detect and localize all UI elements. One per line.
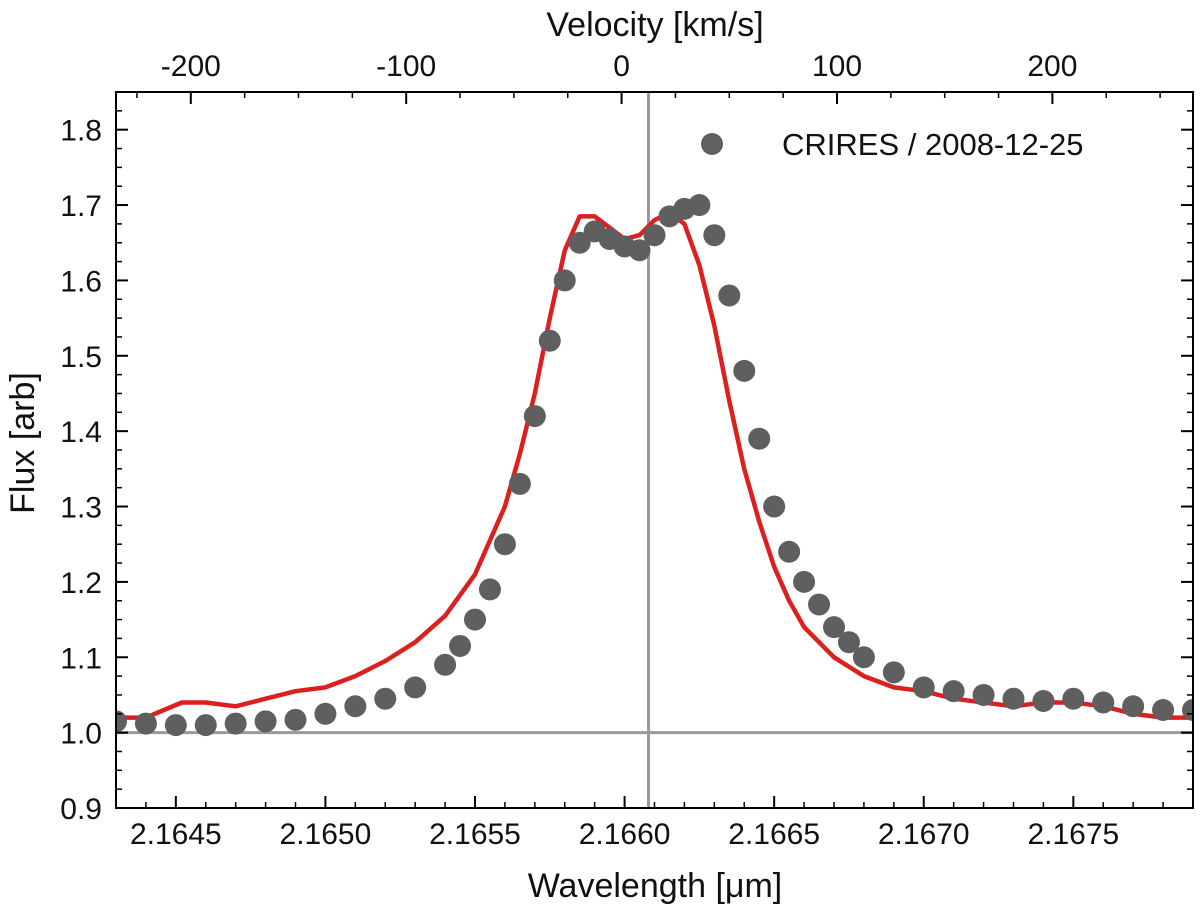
plot-frame: [115, 91, 1194, 809]
data-point: [523, 405, 546, 428]
top-axis-title: Velocity [km/s]: [546, 6, 763, 44]
data-point: [478, 578, 501, 601]
x-tick-label: 2.1650: [280, 818, 372, 851]
x-axis-title: Wavelength [μm]: [528, 867, 783, 905]
model-line-layer: [116, 210, 1193, 720]
top-tick-label: 200: [1027, 50, 1077, 83]
data-point: [882, 661, 905, 684]
top-tick-label: 100: [812, 50, 862, 83]
y-tick-label: 1.7: [60, 190, 102, 223]
model-line: [116, 210, 1193, 720]
data-point: [1182, 699, 1193, 722]
data-point: [748, 427, 771, 450]
data-point: [284, 708, 307, 731]
data-point: [1032, 689, 1055, 712]
data-point: [116, 710, 127, 733]
data-point: [1002, 687, 1025, 710]
data-point: [793, 570, 816, 593]
data-point: [718, 284, 741, 307]
y-tick-label: 1.4: [60, 416, 102, 449]
data-point: [1122, 695, 1145, 718]
y-axis-title: Flux [arb]: [4, 372, 42, 514]
data-point: [942, 680, 965, 703]
x-tick-label: 2.1655: [429, 818, 521, 851]
data-point: [1092, 691, 1115, 714]
reference-lines: [116, 92, 1193, 808]
data-point: [254, 710, 277, 733]
data-point: [1062, 687, 1085, 710]
data-point: [404, 676, 427, 699]
top-tick-label: -200: [161, 50, 221, 83]
data-point: [374, 687, 397, 710]
legend: CRIRES / 2008-12-25: [701, 127, 1084, 162]
data-point: [194, 714, 217, 737]
data-point: [434, 653, 457, 676]
data-point: [164, 714, 187, 737]
data-point: [733, 359, 756, 382]
y-tick-label: 1.3: [60, 492, 102, 525]
data-point: [493, 533, 516, 556]
data-points-layer: [116, 194, 1193, 737]
data-point: [778, 540, 801, 563]
x-tick-label: 2.1660: [579, 818, 671, 851]
data-point: [808, 593, 831, 616]
data-point: [464, 608, 486, 631]
data-point: [344, 695, 367, 718]
data-point: [538, 329, 561, 352]
data-point: [553, 269, 576, 292]
y-tick-label: 1.5: [60, 341, 102, 374]
y-tick-label: 1.1: [60, 642, 102, 675]
data-point: [972, 683, 995, 706]
data-point: [912, 676, 935, 699]
legend-label: CRIRES / 2008-12-25: [782, 127, 1084, 162]
x-tick-label: 2.1670: [878, 818, 970, 851]
y-tick-label: 0.9: [60, 793, 102, 826]
data-point: [224, 712, 247, 735]
x-tick-label: 2.1645: [130, 818, 222, 851]
top-tick-label: -100: [376, 50, 436, 83]
x-tick-label: 2.1675: [1027, 818, 1119, 851]
data-point: [823, 616, 845, 639]
data-point: [852, 646, 875, 669]
data-point: [688, 194, 711, 217]
y-tick-label: 1.0: [60, 718, 102, 751]
data-point: [1152, 699, 1175, 722]
y-tick-label: 1.8: [60, 115, 102, 148]
data-point: [643, 224, 666, 247]
data-point: [837, 631, 860, 654]
data-point: [134, 712, 157, 735]
data-point: [703, 224, 726, 247]
data-point: [508, 472, 531, 495]
legend-marker: [701, 133, 723, 155]
data-point: [568, 231, 591, 254]
tick-labels-layer: 2.1645 2.1650 2.1655 2.1660 2.1665 2.1670 2.16…: [60, 50, 1119, 851]
data-point: [628, 239, 651, 262]
ticks-layer: [116, 91, 1193, 809]
data-point: [314, 702, 337, 725]
y-tick-label: 1.6: [60, 265, 102, 298]
x-tick-label: 2.1665: [728, 818, 820, 851]
data-point: [763, 495, 786, 518]
top-tick-label: 0: [613, 50, 630, 83]
y-tick-label: 1.2: [60, 567, 102, 600]
data-point: [449, 634, 472, 657]
